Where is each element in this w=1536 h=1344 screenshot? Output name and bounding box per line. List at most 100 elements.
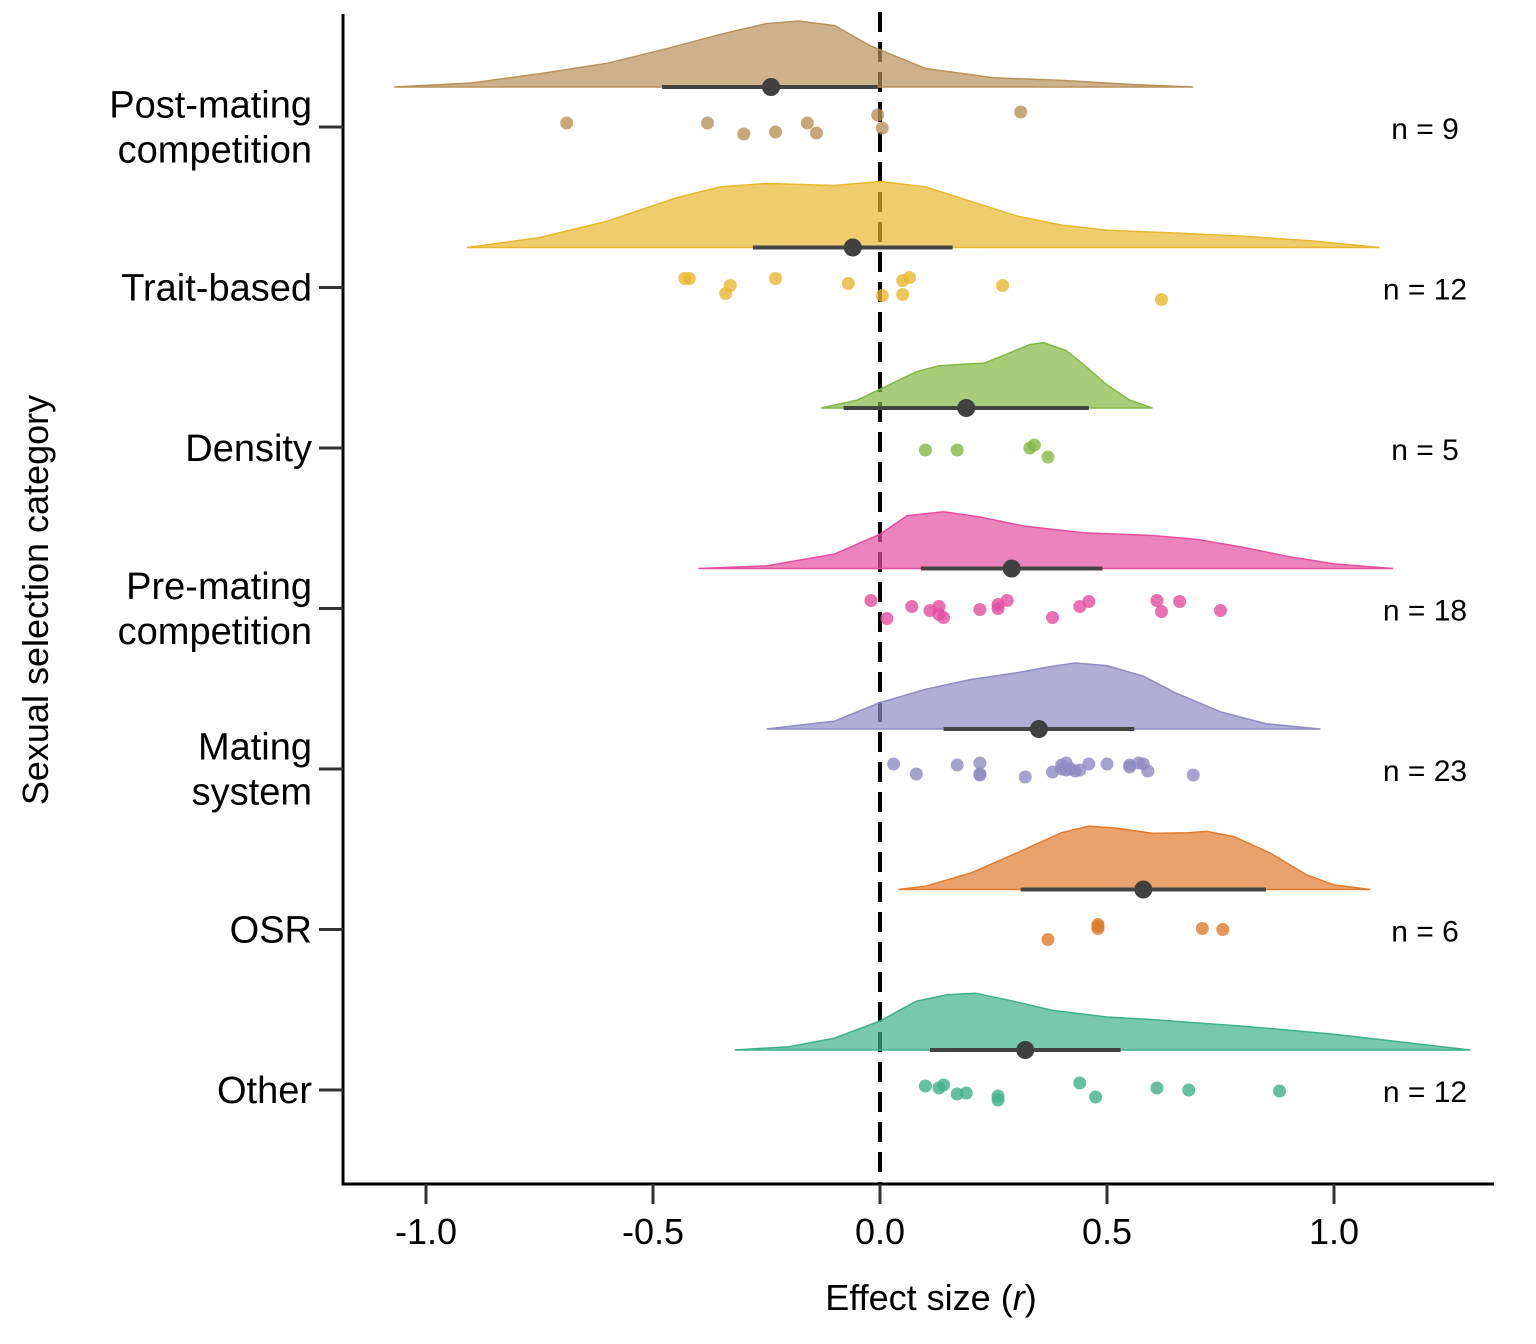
category-label: competition xyxy=(118,611,312,653)
data-point xyxy=(973,768,987,782)
n-label: n = 6 xyxy=(1391,916,1459,949)
x-tick-label: -0.5 xyxy=(622,1211,684,1252)
n-label: n = 5 xyxy=(1391,434,1459,467)
mean-point xyxy=(1002,559,1021,578)
data-point xyxy=(909,767,923,781)
data-point xyxy=(1173,595,1187,608)
data-point xyxy=(896,288,910,301)
plot-area: n = 9 n = 12 n = 5 n = 18 n = 23 n = 6 n = 12 xyxy=(394,12,1471,1184)
data-point xyxy=(560,116,574,130)
density-shape xyxy=(820,341,1153,409)
mean-point xyxy=(843,238,862,257)
data-point xyxy=(991,1093,1005,1107)
category-group: n = 6 xyxy=(898,825,1459,949)
data-point xyxy=(1100,757,1114,771)
data-point xyxy=(1216,923,1230,936)
data-point xyxy=(1182,1083,1196,1097)
data-point xyxy=(871,108,885,122)
data-point xyxy=(800,116,814,130)
data-point xyxy=(918,1079,932,1093)
data-point xyxy=(937,1078,951,1092)
data-point xyxy=(950,443,964,457)
data-point xyxy=(918,443,932,457)
data-point xyxy=(1195,922,1209,935)
category-label: Post-mating xyxy=(109,85,312,127)
category-label: Trait-based xyxy=(121,268,312,310)
density-shape xyxy=(698,510,1394,570)
mean-point xyxy=(957,399,976,417)
axes: Post-matingcompetitionTrait-basedDensity… xyxy=(109,14,1494,1252)
category-group: n = 12 xyxy=(466,180,1467,307)
data-point xyxy=(1073,763,1087,777)
data-point xyxy=(1154,293,1168,306)
data-point xyxy=(905,600,919,613)
category-label: Density xyxy=(185,428,312,470)
data-point xyxy=(991,602,1005,615)
data-point xyxy=(1214,604,1227,617)
data-point xyxy=(950,758,964,772)
x-tick-label: 1.0 xyxy=(1309,1211,1359,1252)
data-point xyxy=(875,121,889,135)
data-point xyxy=(700,116,714,130)
category-label: OSR xyxy=(230,910,312,952)
category-group: n = 5 xyxy=(820,341,1459,467)
y-axis-title: Sexual selection category xyxy=(15,395,56,805)
data-point xyxy=(1273,1084,1287,1098)
density-shape xyxy=(766,662,1321,730)
data-point xyxy=(737,127,751,141)
data-point xyxy=(1073,600,1087,613)
data-point xyxy=(809,126,823,140)
data-point xyxy=(937,611,951,624)
data-point xyxy=(1027,438,1041,452)
n-label: n = 12 xyxy=(1383,1076,1467,1109)
data-point xyxy=(903,271,917,284)
data-point xyxy=(1046,611,1060,624)
x-axis-title: Effect size (r) xyxy=(825,1277,1036,1318)
density-shape xyxy=(466,180,1380,249)
category-label: Mating xyxy=(198,727,312,769)
x-axis-title-text: Effect size xyxy=(825,1277,990,1318)
category-group: n = 18 xyxy=(698,510,1467,628)
data-point xyxy=(1000,594,1014,607)
mean-point xyxy=(1134,880,1153,899)
data-point xyxy=(769,272,783,285)
data-point xyxy=(1150,594,1164,607)
mean-point xyxy=(762,78,781,96)
data-point xyxy=(1014,105,1028,119)
data-point xyxy=(1154,605,1168,618)
data-point xyxy=(875,289,889,302)
data-point xyxy=(719,287,733,300)
data-point xyxy=(1136,757,1150,771)
n-label: n = 18 xyxy=(1383,595,1467,628)
data-point xyxy=(1150,1081,1164,1095)
data-point xyxy=(841,277,855,290)
x-tick-label: -1.0 xyxy=(395,1211,457,1252)
density-shape xyxy=(394,20,1194,88)
data-point xyxy=(1123,758,1137,772)
data-point xyxy=(996,279,1010,292)
data-point xyxy=(682,272,696,285)
x-tick-label: 0.0 xyxy=(855,1211,905,1252)
data-point xyxy=(1041,933,1055,946)
density-shape xyxy=(734,992,1471,1051)
mean-point xyxy=(1016,1041,1035,1059)
n-label: n = 23 xyxy=(1383,755,1467,788)
category-group: n = 23 xyxy=(766,662,1467,788)
data-point xyxy=(880,612,894,625)
data-point xyxy=(1041,450,1055,464)
data-point xyxy=(973,756,987,770)
data-point xyxy=(1018,770,1032,784)
data-point xyxy=(959,1086,973,1100)
category-label: competition xyxy=(118,130,312,172)
category-group: n = 12 xyxy=(734,992,1471,1109)
x-tick-label: 0.5 xyxy=(1082,1211,1132,1252)
data-point xyxy=(1089,1090,1103,1104)
x-axis-title-symbol: r xyxy=(1013,1277,1027,1318)
mean-point xyxy=(1029,720,1048,738)
data-point xyxy=(864,594,878,607)
data-point xyxy=(1186,768,1200,782)
n-label: n = 12 xyxy=(1383,274,1467,307)
data-point xyxy=(769,125,783,139)
category-label: Pre-mating xyxy=(126,566,312,608)
